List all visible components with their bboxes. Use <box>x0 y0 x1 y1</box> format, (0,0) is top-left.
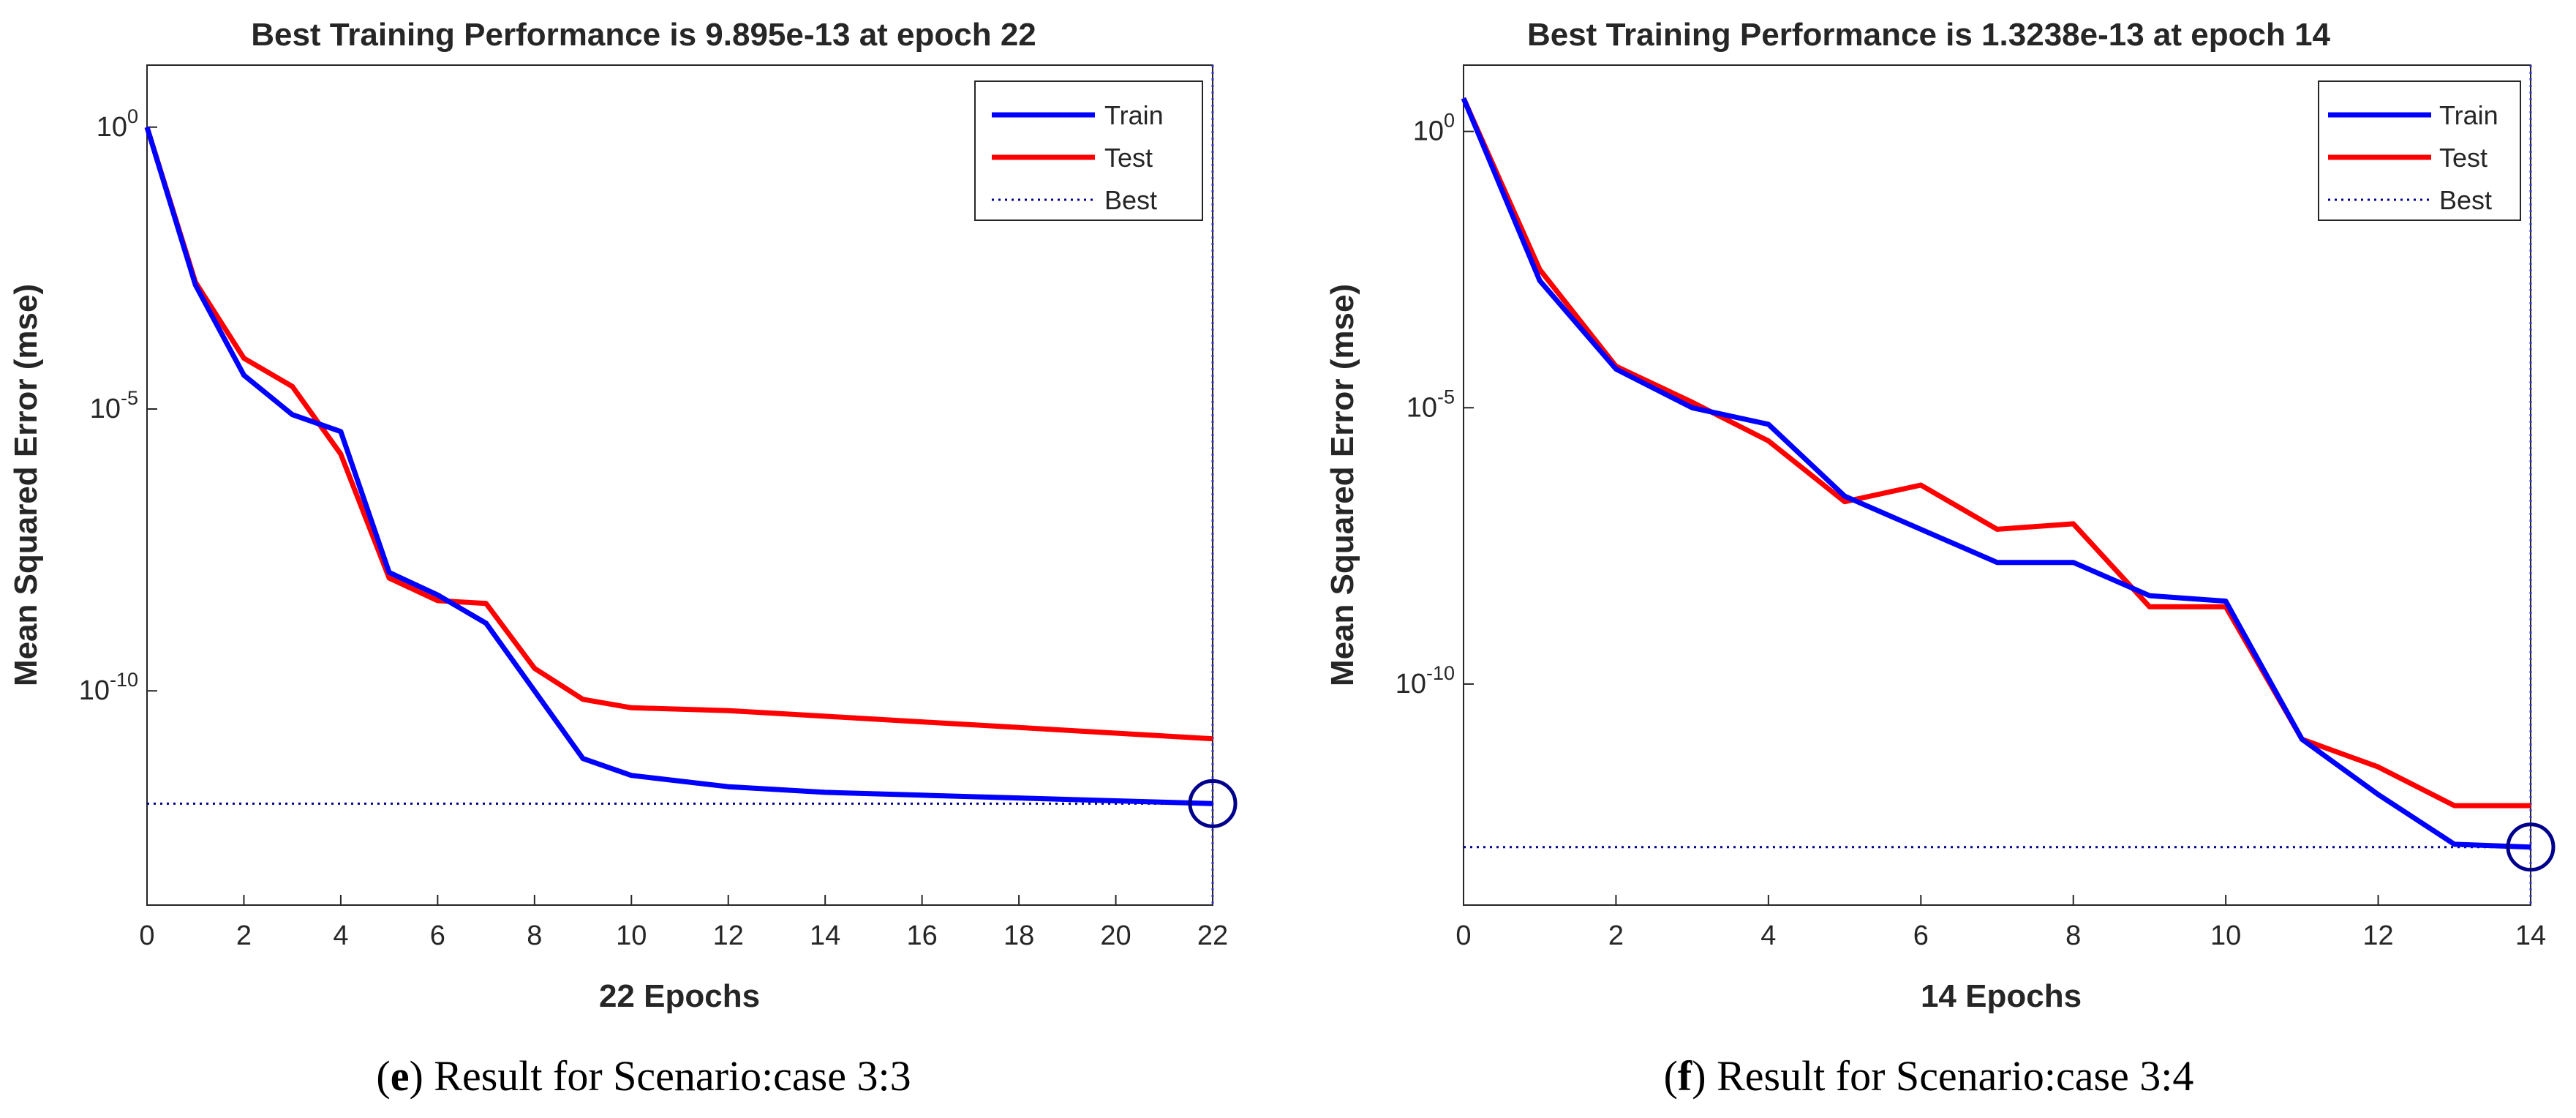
y-tick-label: 10-5 <box>1406 386 1455 423</box>
train-series-line <box>1461 97 2531 850</box>
y-tick-label: 10-5 <box>90 387 138 424</box>
chart-panel-e: Best Training Performance is 9.895e-13 a… <box>8 17 1238 1100</box>
x-axis: 0 2 4 6 8 10 12 14 <box>1455 895 2546 951</box>
x-tick-label: 0 <box>139 920 154 951</box>
y-axis-label: Mean Squared Error (mse) <box>8 284 44 686</box>
chart-panel-f: Best Training Performance is 1.3238e-13 … <box>1325 17 2556 1100</box>
x-tick-label: 14 <box>2515 920 2546 951</box>
y-axis: 100 10-5 10-10 <box>1396 110 1474 699</box>
x-tick-label: 10 <box>2210 920 2241 951</box>
y-tick-label: 100 <box>97 105 138 143</box>
y-tick-label: 10-10 <box>79 669 138 706</box>
figure-caption: (f) Result for Scenario:case 3:4 <box>1664 1052 2194 1100</box>
x-tick-label: 20 <box>1100 920 1131 951</box>
x-tick-label: 0 <box>1455 920 1471 951</box>
x-tick-label: 18 <box>1003 920 1034 951</box>
x-tick-label: 2 <box>1608 920 1624 951</box>
x-tick-label: 6 <box>430 920 445 951</box>
legend-train-label: Train <box>2439 100 2498 130</box>
legend-test-label: Test <box>2439 143 2488 173</box>
best-point-marker <box>1188 779 1238 828</box>
caption-label: f <box>1678 1052 1692 1100</box>
chart-title: Best Training Performance is 9.895e-13 a… <box>251 17 1036 53</box>
caption-text: Result for Scenario:case 3:3 <box>434 1052 911 1100</box>
y-tick-label: 10-10 <box>1396 662 1455 699</box>
x-tick-label: 4 <box>1760 920 1776 951</box>
x-axis-label: 22 Epochs <box>599 978 760 1014</box>
chart-title: Best Training Performance is 1.3238e-13 … <box>1527 17 2331 53</box>
x-tick-label: 2 <box>236 920 252 951</box>
x-tick-label: 8 <box>2065 920 2081 951</box>
figure-caption: (e) Result for Scenario:case 3:3 <box>376 1052 911 1100</box>
train-series-line <box>144 126 1213 806</box>
x-tick-label: 4 <box>333 920 348 951</box>
legend-best-label: Best <box>1104 185 1157 215</box>
x-tick-label: 6 <box>1913 920 1929 951</box>
x-tick-label: 14 <box>810 920 840 951</box>
x-tick-label: 12 <box>2362 920 2393 951</box>
y-tick-label: 100 <box>1413 110 1455 147</box>
x-tick-label: 8 <box>527 920 542 951</box>
y-axis-label: Mean Squared Error (mse) <box>1325 284 1360 686</box>
legend-box <box>974 80 1203 221</box>
y-axis: 100 10-5 10-10 <box>79 105 157 706</box>
legend: Train Test Best <box>974 80 1203 221</box>
legend-train-label: Train <box>1104 100 1164 130</box>
legend-test-label: Test <box>1104 143 1153 173</box>
best-point-marker <box>2506 822 2556 872</box>
caption-label: e <box>391 1052 410 1100</box>
x-axis: 0 2 4 6 8 10 12 14 16 18 20 22 <box>139 895 1228 951</box>
x-tick-label: 16 <box>906 920 937 951</box>
x-tick-label: 10 <box>616 920 647 951</box>
legend: Train Test Best <box>2318 80 2521 221</box>
x-tick-label: 12 <box>713 920 744 951</box>
test-series-line <box>1461 97 2531 809</box>
x-axis-label: 14 Epochs <box>1921 978 2082 1014</box>
caption-text: Result for Scenario:case 3:4 <box>1717 1052 2193 1100</box>
legend-box <box>2318 80 2521 221</box>
legend-best-label: Best <box>2439 185 2492 215</box>
x-tick-label: 22 <box>1197 920 1228 951</box>
test-series-line <box>144 126 1213 742</box>
